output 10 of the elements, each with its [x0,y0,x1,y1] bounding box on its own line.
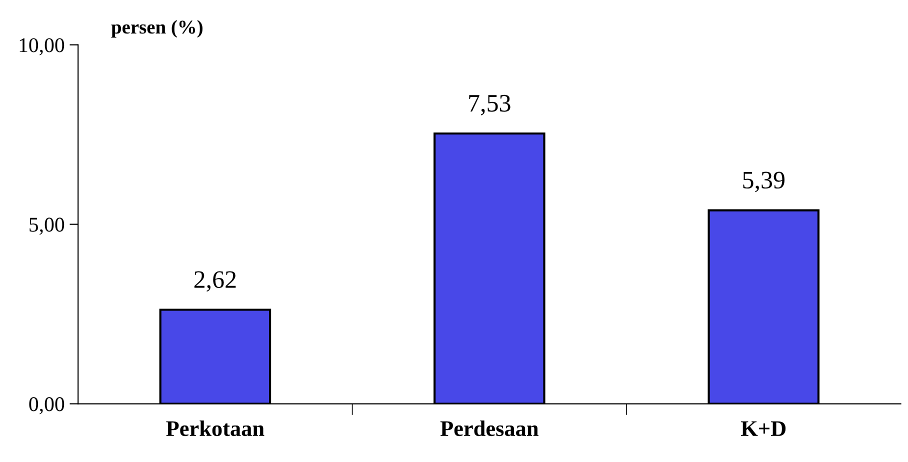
y-tick-label: 5,00 [30,218,64,235]
x-tick-label: Perkotaan [166,420,264,436]
x-tick-label: K+D [741,421,786,436]
data-label: 2,62 [194,271,236,292]
data-label: 5,39 [743,172,784,192]
y-tick-label: 0,00 [29,397,64,414]
data-label: 7,53 [469,94,510,116]
x-tick-label: Perdesaan [440,420,538,436]
y-tick-label: 10,00 [20,38,64,56]
y-axis-title: persen (%) [111,20,202,38]
